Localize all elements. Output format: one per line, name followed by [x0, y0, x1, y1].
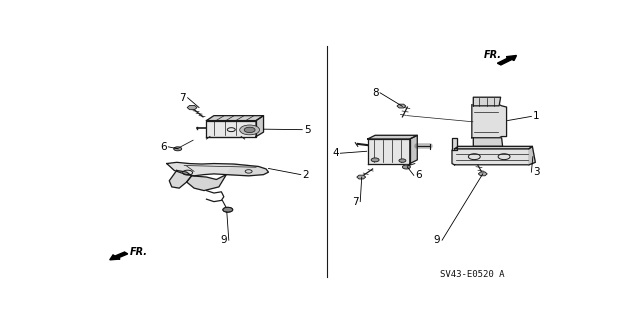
Text: 9: 9: [434, 235, 440, 245]
Polygon shape: [367, 135, 417, 139]
Circle shape: [173, 147, 182, 151]
Text: 8: 8: [372, 88, 378, 98]
Polygon shape: [169, 170, 191, 188]
Polygon shape: [452, 138, 457, 150]
Polygon shape: [256, 116, 264, 137]
Text: 9: 9: [221, 235, 227, 245]
Polygon shape: [474, 138, 502, 146]
Polygon shape: [167, 162, 269, 176]
Circle shape: [403, 165, 410, 169]
Polygon shape: [454, 146, 532, 149]
Polygon shape: [356, 175, 365, 179]
Circle shape: [240, 125, 260, 135]
Polygon shape: [207, 121, 256, 137]
Polygon shape: [397, 104, 406, 108]
Polygon shape: [367, 139, 410, 164]
Circle shape: [244, 127, 255, 133]
Polygon shape: [187, 174, 227, 190]
FancyArrow shape: [110, 252, 128, 260]
Polygon shape: [529, 146, 535, 165]
Polygon shape: [410, 135, 417, 164]
Text: SV43-E0520 A: SV43-E0520 A: [440, 270, 504, 278]
Text: 1: 1: [533, 111, 540, 122]
FancyArrow shape: [497, 56, 516, 65]
Polygon shape: [474, 97, 500, 106]
Text: 6: 6: [415, 170, 422, 180]
Text: 7: 7: [352, 197, 358, 207]
Polygon shape: [472, 105, 507, 138]
Text: 3: 3: [533, 167, 540, 177]
Text: FR.: FR.: [129, 247, 148, 257]
Circle shape: [399, 159, 406, 162]
Text: 2: 2: [302, 170, 309, 180]
Polygon shape: [478, 172, 487, 176]
Text: 4: 4: [332, 148, 339, 158]
Text: 6: 6: [160, 142, 166, 152]
Circle shape: [371, 158, 379, 162]
Polygon shape: [207, 116, 264, 121]
Polygon shape: [227, 164, 269, 176]
Polygon shape: [187, 105, 197, 110]
Text: 7: 7: [179, 93, 186, 103]
Text: 5: 5: [304, 125, 310, 135]
Polygon shape: [452, 149, 532, 165]
Circle shape: [223, 207, 233, 212]
Text: FR.: FR.: [484, 50, 502, 60]
